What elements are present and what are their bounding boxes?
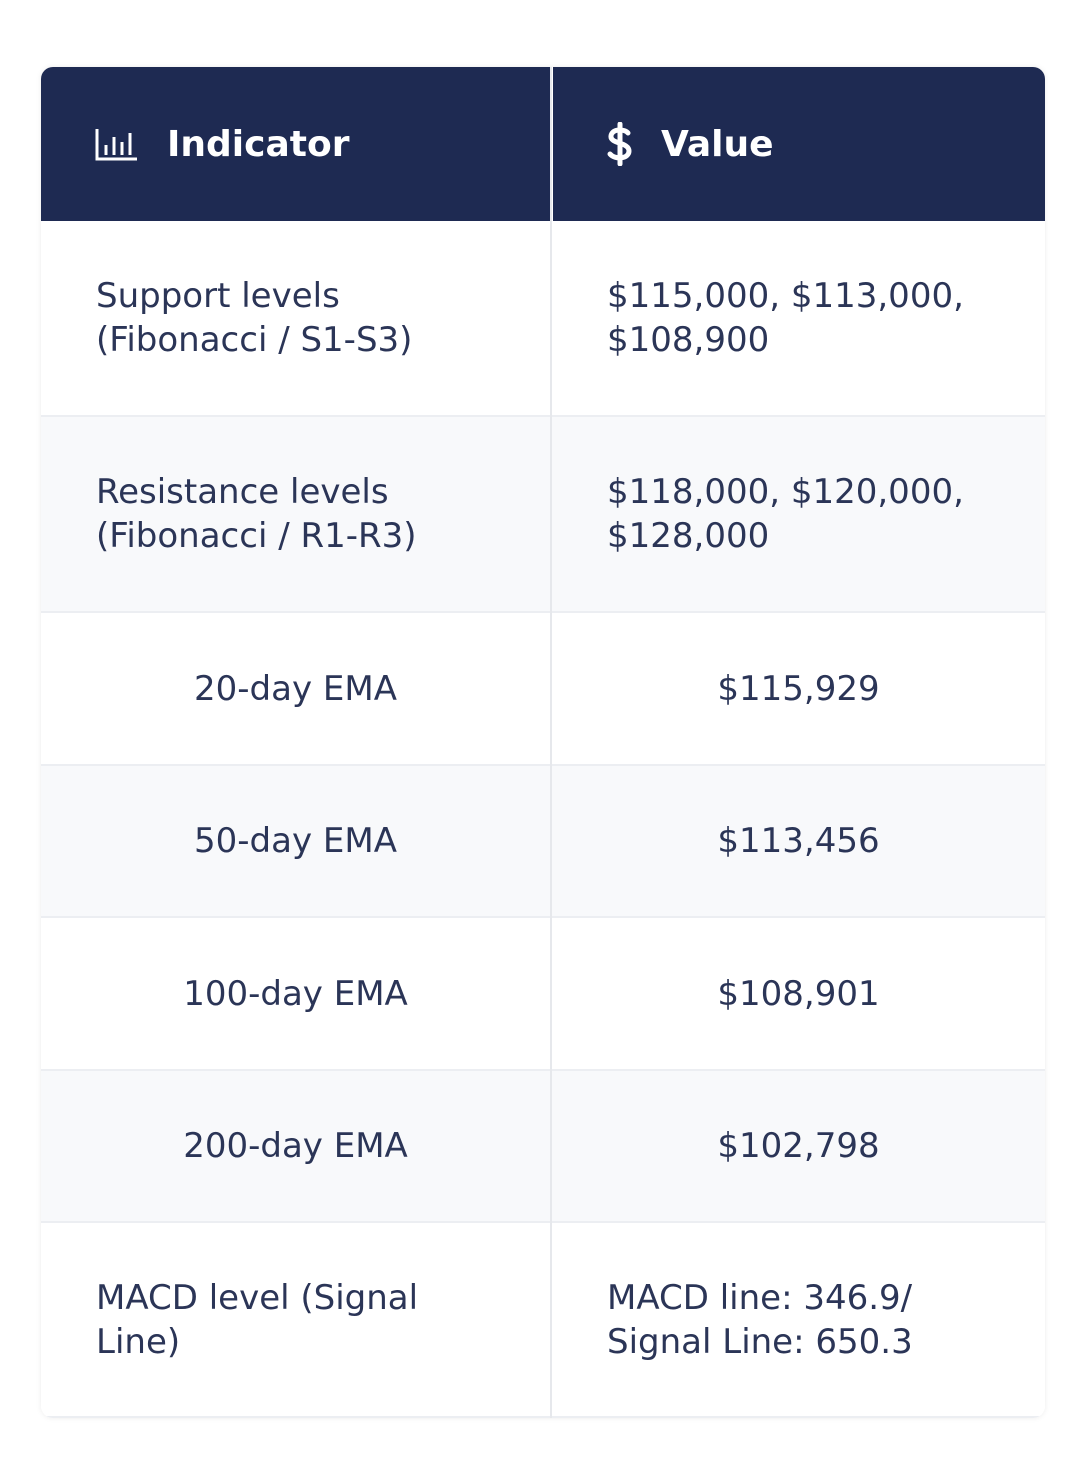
table: Indicator Value Support levels (Fibonacci…: [41, 67, 1045, 1418]
table-cell: $115,929: [552, 613, 1045, 766]
cell-text: $102,798: [717, 1126, 880, 1166]
chart-icon: [95, 129, 137, 161]
table-cell: 20-day EMA: [41, 613, 550, 766]
header-text: Value: [661, 123, 774, 165]
table-cell: MACD line: 346.9/Signal Line: 650.3: [552, 1223, 1045, 1418]
table-cell: Resistance levels (Fibonacci / R1-R3): [41, 417, 550, 613]
cell-text: $108,901: [717, 973, 880, 1014]
cell-text: $115,929: [717, 668, 880, 709]
table-cell: $102,798: [552, 1071, 1045, 1223]
table-cell: MACD level (Signal Line): [41, 1223, 550, 1418]
header-cell: Value: [553, 67, 1045, 221]
cell-text: $128,000: [607, 516, 770, 556]
cell-text: MACD level (Signal: [96, 1277, 419, 1318]
table-cell: $118,000, $120,000, $128,000: [552, 417, 1045, 613]
cell-text: (Fibonacci / S1-S3): [96, 320, 413, 360]
cell-text: 50-day EMA: [194, 821, 397, 861]
table-cell: 100-day EMA: [41, 918, 550, 1071]
cell-text: $108,900: [607, 320, 770, 360]
cell-text: $115,000, $113,000,: [607, 276, 964, 316]
cell-text: $113,456: [717, 821, 880, 861]
cell-text: MACD line: 346.9/: [607, 1277, 913, 1318]
cell-text: (Fibonacci / R1-R3): [96, 516, 417, 556]
column-divider: [550, 67, 552, 1418]
table-cell: $108,901: [552, 918, 1045, 1071]
cell-text: 20-day EMA: [194, 668, 397, 709]
table-cell: Support levels (Fibonacci / S1-S3): [41, 221, 550, 417]
cell-text: Resistance levels: [96, 472, 389, 512]
cell-text: 200-day EMA: [183, 1126, 408, 1166]
table-cell: $113,456: [552, 766, 1045, 918]
table-cell: 50-day EMA: [41, 766, 550, 918]
header-cell: Indicator: [41, 67, 551, 221]
cell-text: Signal Line: 650.3: [607, 1321, 913, 1362]
cell-text: 100-day EMA: [183, 973, 408, 1014]
table-cell: $115,000, $113,000, $108,900: [552, 221, 1045, 417]
cell-text: $118,000, $120,000,: [607, 472, 964, 512]
header-text: Indicator: [167, 123, 350, 165]
table-cell: 200-day EMA: [41, 1071, 550, 1223]
cell-text: Line): [96, 1321, 181, 1362]
cell-text: Support levels: [96, 276, 340, 316]
dollar-icon: [607, 122, 632, 166]
